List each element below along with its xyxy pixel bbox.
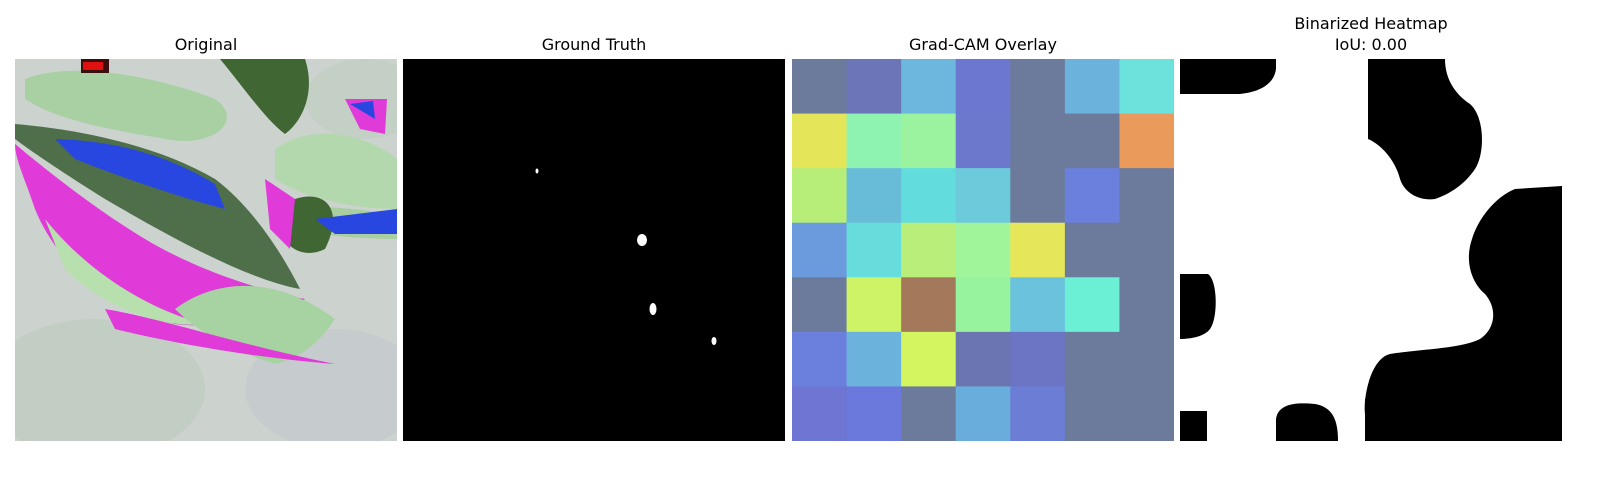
heatmap-cell — [1119, 277, 1174, 333]
heatmap-cell — [1064, 222, 1120, 278]
heatmap-cell — [1119, 386, 1174, 441]
heatmap-cell — [1064, 386, 1120, 441]
heatmap-cell — [955, 59, 1011, 115]
heatmap-cell — [1010, 59, 1066, 115]
ground-truth-title: Ground Truth — [541, 35, 647, 54]
heatmap-cell — [955, 113, 1011, 169]
heatmap-cell — [846, 168, 902, 224]
heatmap-cell — [792, 222, 848, 278]
heatmap-cell — [1064, 277, 1120, 333]
heatmap-cell — [846, 113, 902, 169]
heatmap-cell — [1064, 59, 1120, 115]
heatmap-cell — [901, 59, 957, 115]
binarized-panel: Binarized Heatmap IoU: 0.00 — [1180, 0, 1562, 441]
gradcam-panel: Grad-CAM Overlay — [792, 0, 1174, 441]
heatmap-cell — [1119, 113, 1174, 169]
heatmap-cell — [1119, 168, 1174, 224]
original-title: Original — [174, 35, 238, 54]
heatmap-cell — [955, 386, 1011, 441]
gradcam-heatmap — [792, 59, 1174, 441]
heatmap-cell — [1119, 331, 1174, 387]
heatmap-cell — [792, 386, 848, 441]
original-panel: Original — [15, 0, 397, 441]
heatmap-cell — [1010, 386, 1066, 441]
heatmap-cell — [846, 277, 902, 333]
heatmap-cell — [901, 331, 957, 387]
heatmap-cell — [1064, 113, 1120, 169]
heatmap-cell — [1119, 222, 1174, 278]
heatmap-cell — [1010, 113, 1066, 169]
heatmap-cell — [901, 386, 957, 441]
heatmap-cell — [792, 277, 848, 333]
heatmap-cell — [901, 113, 957, 169]
heatmap-cell — [901, 168, 957, 224]
ground-truth-mask — [403, 59, 785, 441]
heatmap-cell — [792, 59, 848, 115]
heatmap-cell — [955, 331, 1011, 387]
heatmap-cell — [1010, 222, 1066, 278]
heatmap-cell — [792, 331, 848, 387]
heatmap-cell — [846, 386, 902, 441]
heatmap-cell — [901, 222, 957, 278]
heatmap-cell — [846, 222, 902, 278]
heatmap-cell — [1064, 168, 1120, 224]
heatmap-cell — [846, 331, 902, 387]
heatmap-cell — [1119, 59, 1174, 115]
heatmap-cell — [792, 113, 848, 169]
heatmap-cell — [955, 222, 1011, 278]
binarized-title: Binarized Heatmap — [1294, 14, 1448, 33]
gradcam-title: Grad-CAM Overlay — [909, 35, 1057, 54]
heatmap-cell — [1010, 277, 1066, 333]
heatmap-cell — [955, 277, 1011, 333]
heatmap-cell — [792, 168, 848, 224]
ground-truth-panel: Ground Truth — [403, 0, 785, 441]
original-image — [15, 59, 397, 441]
heatmap-cell — [955, 168, 1011, 224]
heatmap-cell — [1010, 168, 1066, 224]
iou-label: IoU: 0.00 — [1334, 35, 1408, 54]
binarized-mask — [1180, 59, 1562, 441]
heatmap-cell — [1010, 331, 1066, 387]
heatmap-cell — [846, 59, 902, 115]
heatmap-cell — [901, 277, 957, 333]
heatmap-cell — [1064, 331, 1120, 387]
